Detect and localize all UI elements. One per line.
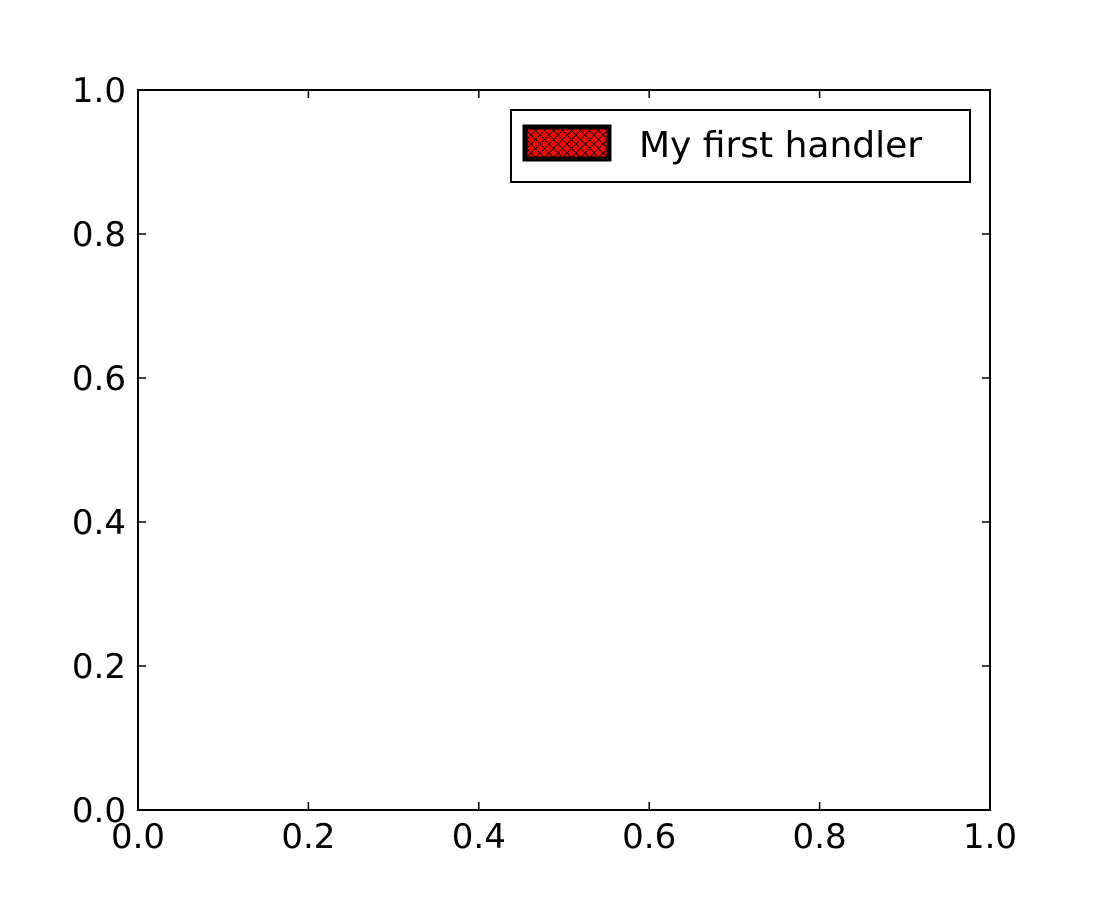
- y-axis-ticks: 0.0 0.2 0.4 0.6 0.8 1.0: [72, 71, 990, 831]
- y-tick-label: 0.6: [72, 359, 126, 399]
- legend-label-0: My first handler: [639, 125, 922, 166]
- x-tick-label: 0.6: [622, 817, 676, 857]
- y-tick-label: 0.4: [72, 503, 126, 543]
- x-tick-label: 0.4: [452, 817, 506, 857]
- plot-area: [138, 90, 990, 810]
- x-tick-label: 0.8: [793, 817, 847, 857]
- legend: My first handler: [510, 109, 971, 183]
- y-tick-label: 0.2: [72, 647, 126, 687]
- y-tick-label: 1.0: [72, 71, 126, 111]
- axes-frame: [137, 89, 991, 811]
- x-tick-label: 0.0: [111, 817, 165, 857]
- legend-swatch-0: [522, 124, 612, 162]
- x-tick-label: 1.0: [963, 817, 1017, 857]
- y-tick-label: 0.8: [72, 215, 126, 255]
- y-tick-label: 0.0: [72, 791, 126, 831]
- x-axis-ticks: 0.0 0.2 0.4 0.6 0.8 1.0: [111, 90, 1017, 857]
- x-tick-label: 0.2: [281, 817, 335, 857]
